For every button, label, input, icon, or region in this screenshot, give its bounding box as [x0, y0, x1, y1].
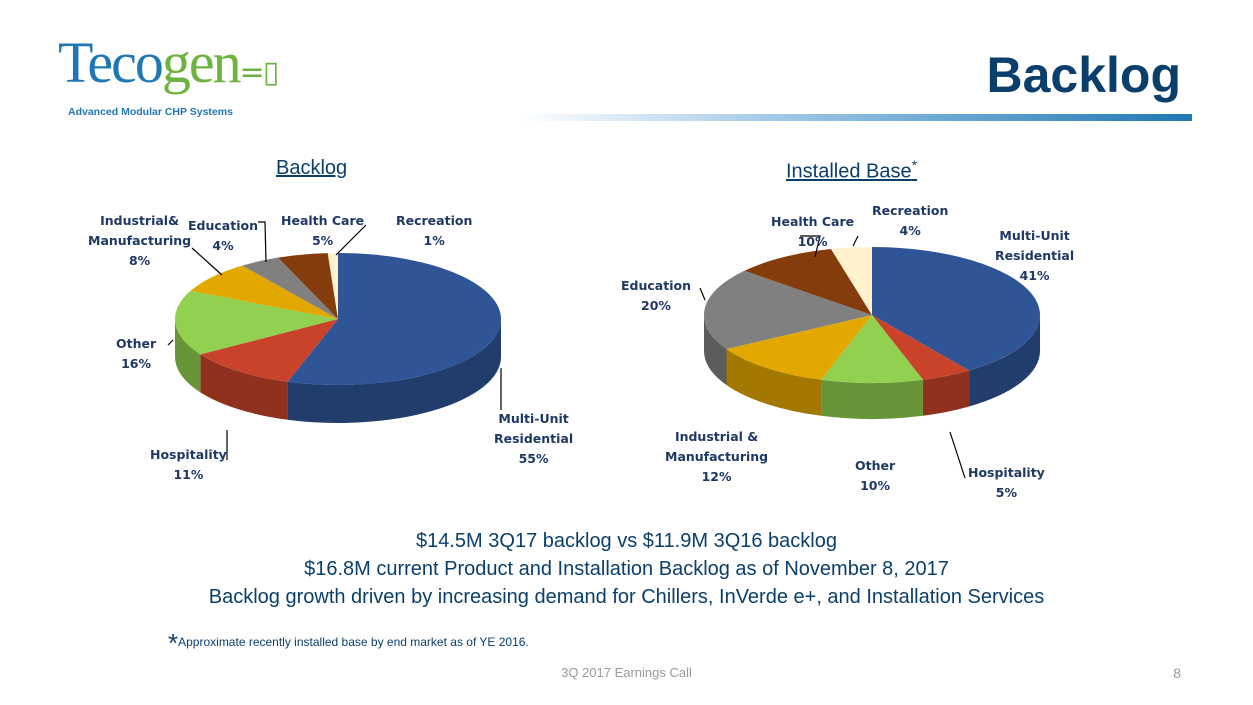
footnote: *Approximate recently installed base by …: [168, 628, 529, 659]
leader-line: [699, 287, 706, 301]
leader-line: [800, 235, 821, 258]
label-education: Education 4%: [188, 218, 258, 253]
pie-slice-hospitality: [200, 319, 338, 382]
chart-title-text: Installed Base: [786, 160, 912, 183]
footer-text: 3Q 2017 Earnings Call: [561, 665, 692, 680]
logo-word-2: gen: [161, 30, 242, 95]
label-education: Education 20%: [621, 278, 691, 313]
summary-line-2: $16.8M current Product and Installation …: [304, 558, 949, 580]
pie-side-education: [704, 315, 727, 385]
pie-slice-multi-unit-residential: [287, 253, 501, 385]
tecogen-logo: Tecogen=▯: [58, 34, 280, 92]
logo-tagline: Advanced Modular CHP Systems: [68, 106, 233, 118]
pie-slice-education: [242, 257, 338, 319]
leader-line: [949, 431, 966, 479]
label-hospitality: Hospitality 11%: [150, 447, 227, 482]
pie-slice-other: [821, 315, 923, 383]
pie-side-other: [821, 379, 923, 419]
leader-line: [852, 235, 859, 247]
logo-word-1: Teco: [58, 30, 164, 95]
label-industrial: Industrial & Manufacturing 12%: [665, 429, 769, 484]
leader-line: [167, 339, 174, 346]
chart-title-text: Backlog: [276, 157, 348, 179]
pie-slice-recreation: [327, 253, 338, 319]
page-title: Backlog: [986, 47, 1181, 103]
leader-line: [191, 247, 223, 276]
pie-slice-recreation: [831, 247, 872, 315]
footnote-text: Approximate recently installed base by e…: [178, 635, 529, 649]
label-other: Other 16%: [116, 336, 157, 371]
asterisk: *: [911, 157, 918, 173]
pie-side-multi-unit-residential: [287, 319, 501, 424]
pie-slice-health-care: [277, 253, 338, 319]
label-other: Other 10%: [855, 458, 896, 493]
chart-title-installed: Installed Base*: [786, 157, 917, 184]
footnote-star: *: [168, 628, 179, 658]
label-hospitality: Hospitality 5%: [968, 465, 1045, 500]
label-health-care: Health Care 10%: [771, 214, 855, 249]
pie-slice-industrial-manufacturing: [190, 265, 338, 319]
page-number: 8: [1173, 665, 1181, 681]
summary-line-3: Backlog growth driven by increasing dema…: [208, 586, 1045, 608]
label-multi-unit: Multi-Unit Residential 55%: [494, 411, 574, 466]
header-rule: [520, 114, 1192, 121]
plug-leaf-icon: =▯: [239, 55, 280, 90]
pie-slice-other: [175, 290, 338, 355]
chart-title-backlog: Backlog: [276, 157, 347, 180]
leader-line: [258, 221, 267, 263]
pie-slice-education: [703, 270, 872, 349]
pie-slice-hospitality: [872, 315, 970, 380]
leader-line: [335, 224, 367, 256]
label-industrial: Industrial& Manufacturing 8%: [88, 213, 192, 268]
label-recreation: Recreation 1%: [396, 213, 473, 248]
pie-slice-multi-unit-residential: [872, 247, 1041, 371]
pie-slice-health-care: [744, 249, 872, 315]
pie-side-industrial-manufacturing: [726, 349, 822, 416]
label-health-care: Health Care 5%: [281, 213, 365, 248]
summary-line-1: $14.5M 3Q17 backlog vs $11.9M 3Q16 backl…: [416, 530, 837, 552]
pie-side-multi-unit-residential: [969, 315, 1040, 407]
pie-side-hospitality: [200, 354, 288, 420]
label-multi-unit: Multi-Unit Residential 41%: [995, 228, 1075, 283]
pie-side-other: [175, 319, 201, 393]
pie-slice-industrial-manufacturing: [726, 315, 872, 380]
pie-side-hospitality: [922, 370, 970, 416]
label-recreation: Recreation 4%: [872, 203, 949, 238]
